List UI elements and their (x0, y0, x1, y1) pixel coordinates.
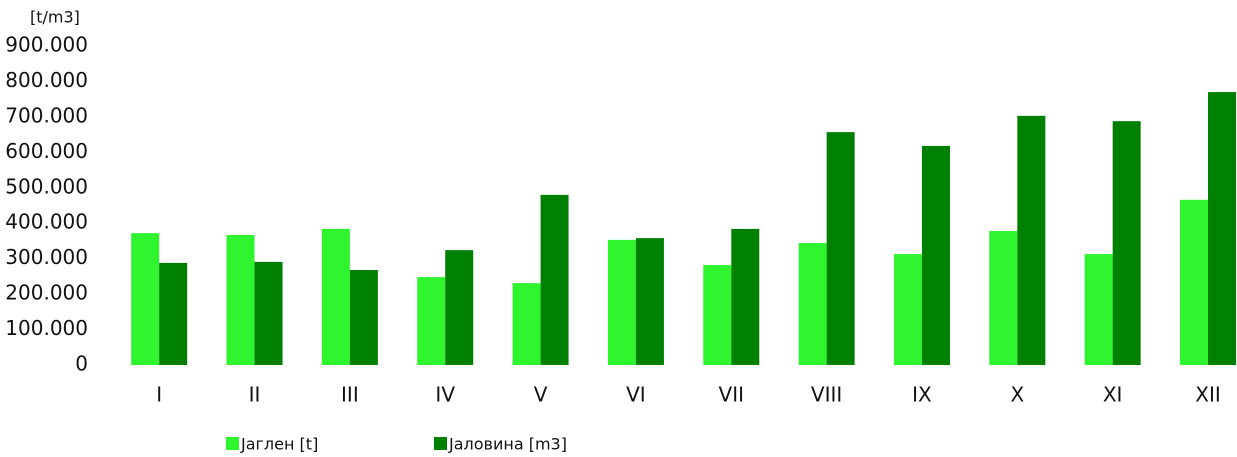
bar (131, 233, 160, 365)
y-tick-label: 400.000 (5, 210, 88, 234)
x-tick-label: XI (1103, 383, 1123, 407)
bar (1017, 115, 1046, 365)
x-tick-label: I (156, 383, 162, 407)
bar (417, 277, 446, 365)
bar (1112, 121, 1141, 366)
x-tick-label: VIII (811, 383, 842, 407)
bar (989, 231, 1018, 365)
bar (607, 239, 636, 365)
y-tick-label: 0 (75, 352, 88, 376)
legend-swatch (434, 437, 447, 450)
legend-label: Јаловина [m3] (448, 435, 567, 454)
bar (445, 250, 474, 365)
y-tick-label: 200.000 (5, 281, 88, 305)
x-tick-label: VI (626, 383, 646, 407)
bar (731, 228, 760, 365)
x-tick-label: II (249, 383, 261, 407)
x-tick-label: IX (912, 383, 932, 407)
bar (226, 234, 255, 365)
y-axis-label: [t/m3] (30, 8, 80, 27)
bar (1180, 199, 1209, 365)
bar (893, 254, 922, 365)
x-tick-label: XII (1195, 383, 1221, 407)
x-tick-label: III (341, 383, 359, 407)
x-tick-label: VII (719, 383, 744, 407)
x-tick-label: X (1010, 383, 1024, 407)
y-tick-label: 800.000 (5, 68, 88, 92)
legend-swatch (226, 437, 239, 450)
bar (349, 270, 378, 365)
bar (321, 228, 350, 365)
bar (254, 261, 283, 365)
bar (540, 194, 569, 365)
bar (159, 262, 188, 365)
bar (703, 265, 732, 365)
x-tick-label: V (534, 383, 548, 407)
y-tick-label: 900.000 (5, 33, 88, 57)
bar (798, 243, 827, 365)
y-tick-label: 300.000 (5, 245, 88, 269)
legend-label: Јаглен [t] (240, 435, 318, 454)
y-tick-label: 600.000 (5, 139, 88, 163)
y-tick-label: 700.000 (5, 103, 88, 127)
bar (1084, 254, 1113, 365)
bar (826, 132, 855, 365)
bar (512, 283, 541, 365)
x-tick-label: IV (435, 383, 455, 407)
y-tick-label: 100.000 (5, 316, 88, 340)
bar (1208, 92, 1237, 366)
bar (921, 145, 950, 365)
bar (635, 238, 664, 365)
y-tick-label: 500.000 (5, 174, 88, 198)
